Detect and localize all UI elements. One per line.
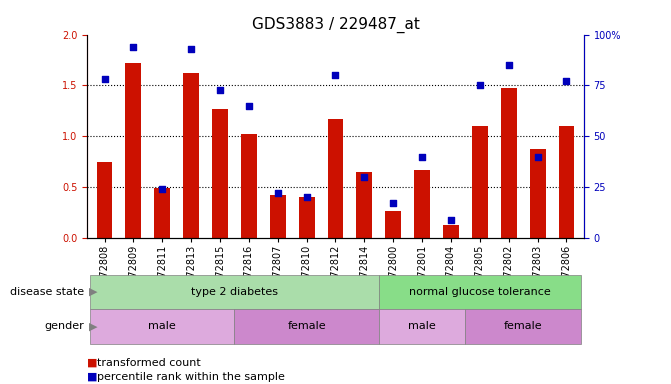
Text: female: female (504, 321, 542, 331)
Point (301, 194, 312, 200)
Point (244, 103, 254, 109)
Bar (299, 197, 315, 238)
Bar (125, 63, 142, 238)
Title: GDS3883 / 229487_at: GDS3883 / 229487_at (252, 17, 419, 33)
Bar (212, 109, 228, 238)
Text: ■: ■ (87, 372, 98, 382)
Point (532, 154, 543, 160)
Text: female: female (287, 321, 326, 331)
Text: disease state: disease state (10, 287, 84, 297)
Point (186, 46, 197, 52)
Text: male: male (408, 321, 436, 331)
Bar (414, 170, 430, 238)
Bar (234, 309, 379, 344)
Bar (183, 73, 199, 238)
Point (446, 217, 456, 223)
Point (272, 190, 283, 196)
Point (561, 78, 572, 84)
Text: gender: gender (44, 321, 84, 331)
Bar (558, 126, 574, 238)
Bar (443, 225, 459, 238)
Bar (97, 162, 113, 238)
Text: male: male (148, 321, 176, 331)
Text: ▶: ▶ (89, 287, 97, 297)
Point (128, 44, 139, 50)
Bar (241, 134, 257, 238)
Point (388, 200, 399, 207)
Bar (90, 275, 379, 309)
Bar (270, 195, 286, 238)
Bar (501, 88, 517, 238)
Bar (327, 119, 344, 238)
Point (99, 76, 110, 83)
Point (359, 174, 370, 180)
Text: type 2 diabetes: type 2 diabetes (191, 287, 278, 297)
Point (330, 72, 341, 78)
Point (157, 186, 168, 192)
Bar (356, 172, 372, 238)
Text: ■: ■ (87, 358, 98, 368)
Bar (466, 309, 581, 344)
Point (503, 62, 514, 68)
Bar (90, 309, 234, 344)
Bar (472, 126, 488, 238)
Bar (529, 149, 546, 238)
Point (215, 86, 225, 93)
Point (417, 154, 427, 160)
Text: normal glucose tolerance: normal glucose tolerance (409, 287, 551, 297)
Point (474, 83, 485, 89)
Text: ▶: ▶ (89, 321, 97, 331)
Text: transformed count: transformed count (97, 358, 201, 368)
Text: percentile rank within the sample: percentile rank within the sample (97, 372, 285, 382)
Bar (154, 188, 170, 238)
Bar (379, 275, 581, 309)
Bar (385, 210, 401, 238)
Bar (379, 309, 466, 344)
